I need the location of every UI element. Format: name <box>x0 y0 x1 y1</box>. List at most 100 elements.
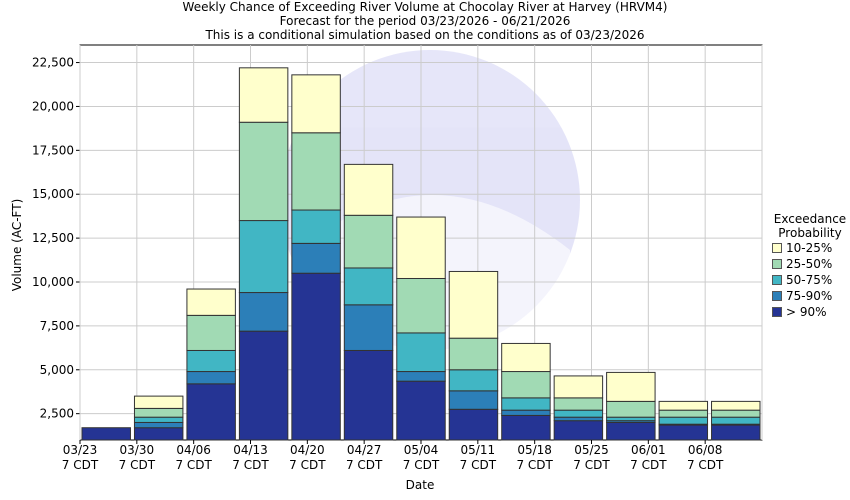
x-tick-label: 05/18 7 CDT <box>516 443 552 473</box>
bar-segment-25-50 <box>501 371 551 399</box>
legend-item: > 90% <box>770 304 850 320</box>
bar-segment-25-50 <box>448 337 499 371</box>
bar-segment-75-90 <box>291 242 341 274</box>
bar-segment-gt90 <box>291 272 341 441</box>
x-tick-date: 05/04 <box>403 443 439 457</box>
x-tick-timezone: 7 CDT <box>175 458 212 472</box>
bar-segment-25-50 <box>711 409 761 418</box>
bar-segment-gt90 <box>81 427 131 441</box>
bar-segment-50-75 <box>501 397 551 411</box>
bar-segment-25-50 <box>133 407 184 418</box>
x-tick-timezone: 7 CDT <box>573 458 610 472</box>
bar-segment-75-90 <box>553 416 604 422</box>
x-tick-date: 05/18 <box>517 443 552 457</box>
legend-label: 25-50% <box>786 257 833 271</box>
x-tick-label: 04/13 7 CDT <box>232 443 268 473</box>
bar-segment-gt90 <box>658 424 709 441</box>
bar-segment-50-75 <box>553 409 604 418</box>
bar-segment-10-25 <box>186 288 236 316</box>
bar-segment-gt90 <box>396 380 446 441</box>
legend-label: 75-90% <box>786 289 833 303</box>
x-tick-label: 06/01 7 CDT <box>630 443 666 473</box>
bar-segment-gt90 <box>448 408 499 441</box>
x-tick-date: 05/11 <box>460 443 496 457</box>
chart-titles: Weekly Chance of Exceeding River Volume … <box>0 0 850 42</box>
x-tick-timezone: 7 CDT <box>516 458 553 472</box>
chart-subtitle-forecast: Forecast for the period 03/23/2026 - 06/… <box>279 14 571 28</box>
x-tick-label: 06/08 7 CDT <box>687 443 723 473</box>
legend-swatch <box>772 243 782 253</box>
legend-swatch <box>772 259 782 269</box>
legend-title-line2: Probability <box>778 226 842 240</box>
bar-segment-50-75 <box>133 416 184 423</box>
x-tick-label: 04/06 7 CDT <box>175 443 211 473</box>
bar-segment-50-75 <box>186 349 236 373</box>
y-tick-label: 17,500 <box>32 143 74 157</box>
bar-segment-10-25 <box>291 74 341 134</box>
x-tick-date: 04/06 <box>176 443 211 457</box>
bar-segment-gt90 <box>133 427 184 441</box>
bar-segment-50-75 <box>658 416 709 425</box>
y-axis-label: Volume (AC-FT) <box>10 198 24 292</box>
bar-segment-75-90 <box>238 292 289 332</box>
bar-segment-25-50 <box>291 132 341 211</box>
bar-segment-25-50 <box>396 277 446 334</box>
bar-segment-50-75 <box>606 416 656 422</box>
bar-segment-75-90 <box>448 390 499 410</box>
chart-title: Weekly Chance of Exceeding River Volume … <box>182 0 668 14</box>
legend-swatch <box>772 291 782 301</box>
x-tick-timezone: 7 CDT <box>289 458 326 472</box>
bar-segment-10-25 <box>658 400 709 411</box>
legend-label: 50-75% <box>786 273 833 287</box>
x-tick-label: 04/20 7 CDT <box>289 443 325 473</box>
bar-segment-25-50 <box>186 314 236 351</box>
bar-segment-75-90 <box>343 304 394 351</box>
bar-segment-25-50 <box>238 121 289 222</box>
x-axis-label: Date <box>405 478 435 492</box>
x-tick-timezone: 7 CDT <box>232 458 269 472</box>
x-tick-date: 04/27 <box>346 443 382 457</box>
x-tick-date: 06/01 <box>631 443 666 457</box>
bar-segment-10-25 <box>133 395 184 409</box>
bar-segment-50-75 <box>343 267 394 306</box>
bar-segment-10-25 <box>396 216 446 279</box>
x-tick-timezone: 7 CDT <box>118 458 156 472</box>
bar-segment-gt90 <box>501 414 551 441</box>
y-tick-label: 22,500 <box>32 56 74 70</box>
bar-segment-25-50 <box>553 397 604 411</box>
y-tick-label: 20,000 <box>32 99 74 113</box>
legend-item: 50-75% <box>770 272 850 288</box>
bar-segment-50-75 <box>238 220 289 294</box>
x-tick-label: 05/04 7 CDT <box>403 443 439 473</box>
bar-segment-50-75 <box>291 209 341 244</box>
x-tick-date: 04/13 <box>233 443 268 457</box>
x-tick-date: 06/08 <box>687 443 723 457</box>
x-tick-timezone: 7 CDT <box>345 458 383 472</box>
bar-segment-gt90 <box>343 349 394 441</box>
bar-segment-10-25 <box>238 67 289 123</box>
x-tick-timezone: 7 CDT <box>402 458 440 472</box>
bar-segment-25-50 <box>343 214 394 269</box>
bar-segment-75-90 <box>396 371 446 382</box>
legend-swatch <box>772 307 782 317</box>
x-tick-date: 03/30 <box>119 443 155 457</box>
y-tick-label: 7,500 <box>40 319 74 333</box>
x-tick-timezone: 7 CDT <box>459 458 497 472</box>
bar-segment-10-25 <box>606 371 656 402</box>
legend: Exceedance Probability 10-25% 25-50% 50-75… <box>770 212 850 320</box>
x-tick-timezone: 7 CDT <box>686 458 724 472</box>
x-tick-label: 04/27 7 CDT <box>346 443 382 473</box>
legend-item: 25-50% <box>770 256 850 272</box>
bar-segment-gt90 <box>711 424 761 441</box>
bar-segment-10-25 <box>448 270 499 339</box>
bar-segment-25-50 <box>658 409 709 418</box>
bar-segment-10-25 <box>553 375 604 399</box>
bar-segment-50-75 <box>448 369 499 392</box>
bar-segment-75-90 <box>501 409 551 416</box>
bar-segment-gt90 <box>553 420 604 441</box>
bar-segment-50-75 <box>711 416 761 425</box>
bar-segment-75-90 <box>186 371 236 385</box>
legend-item: 10-25% <box>770 240 850 256</box>
bar-segment-gt90 <box>606 421 656 441</box>
